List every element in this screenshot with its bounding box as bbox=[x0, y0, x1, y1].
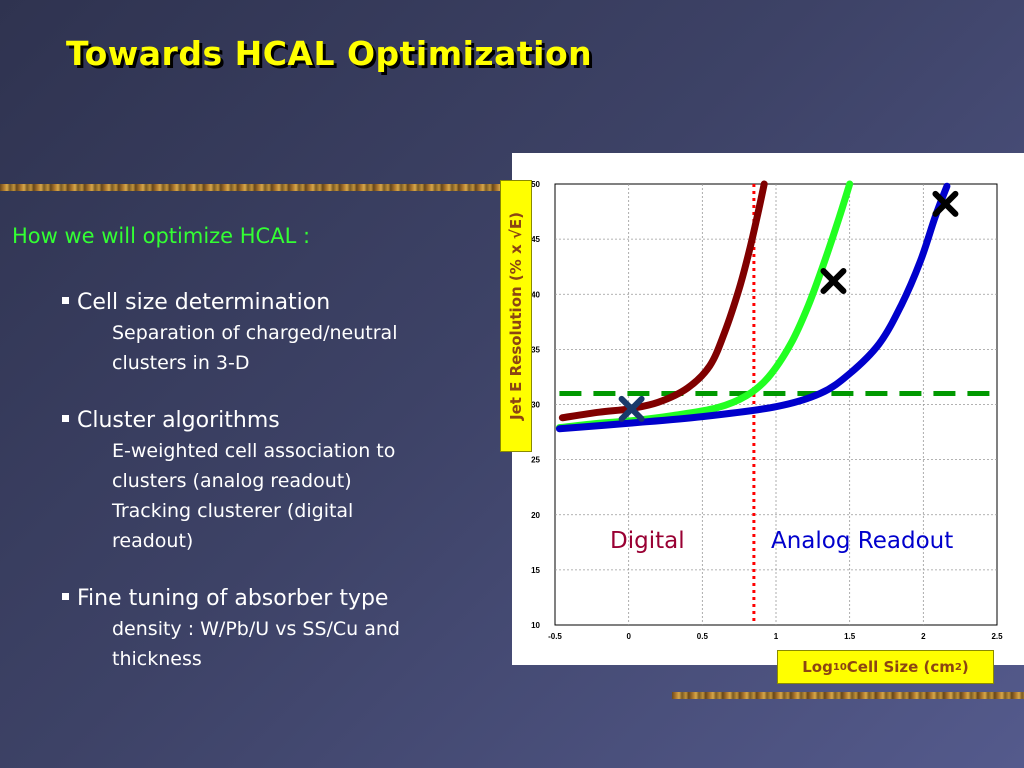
bullet-square-icon bbox=[62, 296, 69, 304]
bullet-cluster-algorithms: Cluster algorithms E-weighted cell assoc… bbox=[62, 406, 502, 556]
bullet-head-text: Cell size determination bbox=[77, 290, 331, 315]
y-tick-label: 40 bbox=[531, 290, 540, 299]
bullet-sub-text: clusters in 3-D bbox=[112, 352, 250, 374]
analog-readout-curve bbox=[555, 182, 951, 433]
x-tick-label: 2 bbox=[921, 632, 926, 641]
bullet-sub-text: Separation of charged/neutral bbox=[112, 322, 398, 344]
x-axis-label-main: Cell Size (cm bbox=[846, 658, 955, 676]
slide-title: Towards HCAL Optimization bbox=[66, 34, 593, 73]
decorative-stripe-bottom bbox=[672, 692, 1024, 699]
bullet-head-text: Fine tuning of absorber type bbox=[77, 586, 389, 611]
x-marker-icon bbox=[618, 395, 645, 422]
x-tick-label: -0.5 bbox=[548, 632, 562, 641]
x-axis-label-box: Log 10 Cell Size (cm 2) bbox=[777, 650, 994, 684]
decorative-stripe-top bbox=[0, 184, 512, 191]
y-axis-label: Jet E Resolution (% x √E) bbox=[507, 211, 525, 421]
resolution-chart: -0.5 0 0.5 1 1.5 2 2.5 10 15 20 25 30 35 40 45 50 bbox=[531, 180, 1003, 641]
y-tick-label: 20 bbox=[531, 511, 540, 520]
y-axis-label-box: Jet E Resolution (% x √E) bbox=[500, 180, 532, 452]
bullet-sub-text: E-weighted cell association to bbox=[112, 440, 396, 462]
digital-curve bbox=[558, 180, 768, 422]
y-tick-label: 45 bbox=[531, 235, 540, 244]
bullet-sub-text: density : W/Pb/U vs SS/Cu and bbox=[112, 618, 400, 640]
bullet-sub-text: thickness bbox=[112, 648, 202, 670]
x-tick-label: 2.5 bbox=[991, 632, 1003, 641]
y-tick-label: 35 bbox=[531, 345, 540, 354]
subheading: How we will optimize HCAL : bbox=[12, 224, 311, 248]
bullet-head-text: Cluster algorithms bbox=[77, 408, 280, 433]
bullet-square-icon bbox=[62, 592, 69, 600]
bullet-square-icon bbox=[62, 414, 69, 422]
x-axis-label-sub: 10 bbox=[832, 661, 847, 673]
x-tick-label: 0 bbox=[626, 632, 631, 641]
y-tick-label: 25 bbox=[531, 456, 540, 465]
bullet-sub-text: Tracking clusterer (digital bbox=[112, 500, 354, 522]
x-axis-label-log: Log bbox=[802, 658, 833, 676]
y-tick-label: 30 bbox=[531, 401, 540, 410]
digital-annotation: Digital bbox=[610, 528, 685, 554]
bullet-list: Cell size determination Separation of ch… bbox=[62, 288, 502, 702]
x-axis-label-close: ) bbox=[961, 658, 969, 676]
y-tick-label: 10 bbox=[531, 621, 540, 630]
x-marker-icon bbox=[820, 268, 847, 295]
x-tick-label: 0.5 bbox=[697, 632, 709, 641]
x-tick-label: 1.5 bbox=[844, 632, 856, 641]
x-tick-label: 1 bbox=[774, 632, 779, 641]
bullet-sub-text: clusters (analog readout) bbox=[112, 470, 352, 492]
x-axis-label-sup: 2 bbox=[954, 661, 962, 673]
bullet-absorber: Fine tuning of absorber type density : W… bbox=[62, 584, 502, 674]
analog-annotation: Analog Readout bbox=[771, 528, 954, 554]
y-tick-label: 50 bbox=[531, 180, 540, 189]
x-marker-icon bbox=[932, 190, 959, 217]
bullet-sub-text: readout) bbox=[112, 530, 194, 552]
y-tick-label: 15 bbox=[531, 566, 540, 575]
bullet-cell-size: Cell size determination Separation of ch… bbox=[62, 288, 502, 378]
